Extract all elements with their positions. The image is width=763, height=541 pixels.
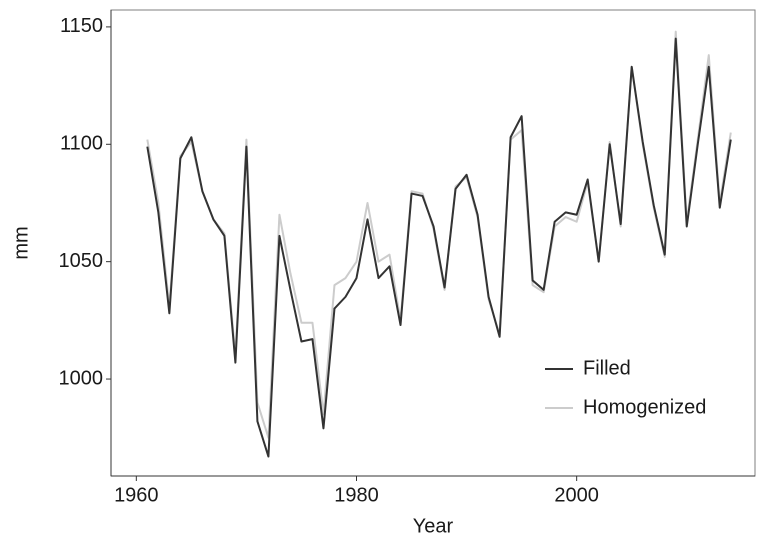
x-tick-label: 1980 xyxy=(334,484,379,506)
y-axis-label: mm xyxy=(10,226,32,259)
x-tick-label: 2000 xyxy=(554,484,599,506)
x-axis-label: Year xyxy=(413,515,454,537)
series-line xyxy=(146,30,732,439)
legend-label: Homogenized xyxy=(583,396,706,418)
y-tick-label: 1050 xyxy=(59,250,104,272)
y-tick-label: 1150 xyxy=(60,15,103,37)
x-tick-label: 1960 xyxy=(114,484,159,506)
legend-label: Filled xyxy=(583,357,631,379)
y-tick-label: 1100 xyxy=(60,133,103,155)
series-line xyxy=(146,37,732,458)
y-tick-label: 1000 xyxy=(59,367,104,389)
